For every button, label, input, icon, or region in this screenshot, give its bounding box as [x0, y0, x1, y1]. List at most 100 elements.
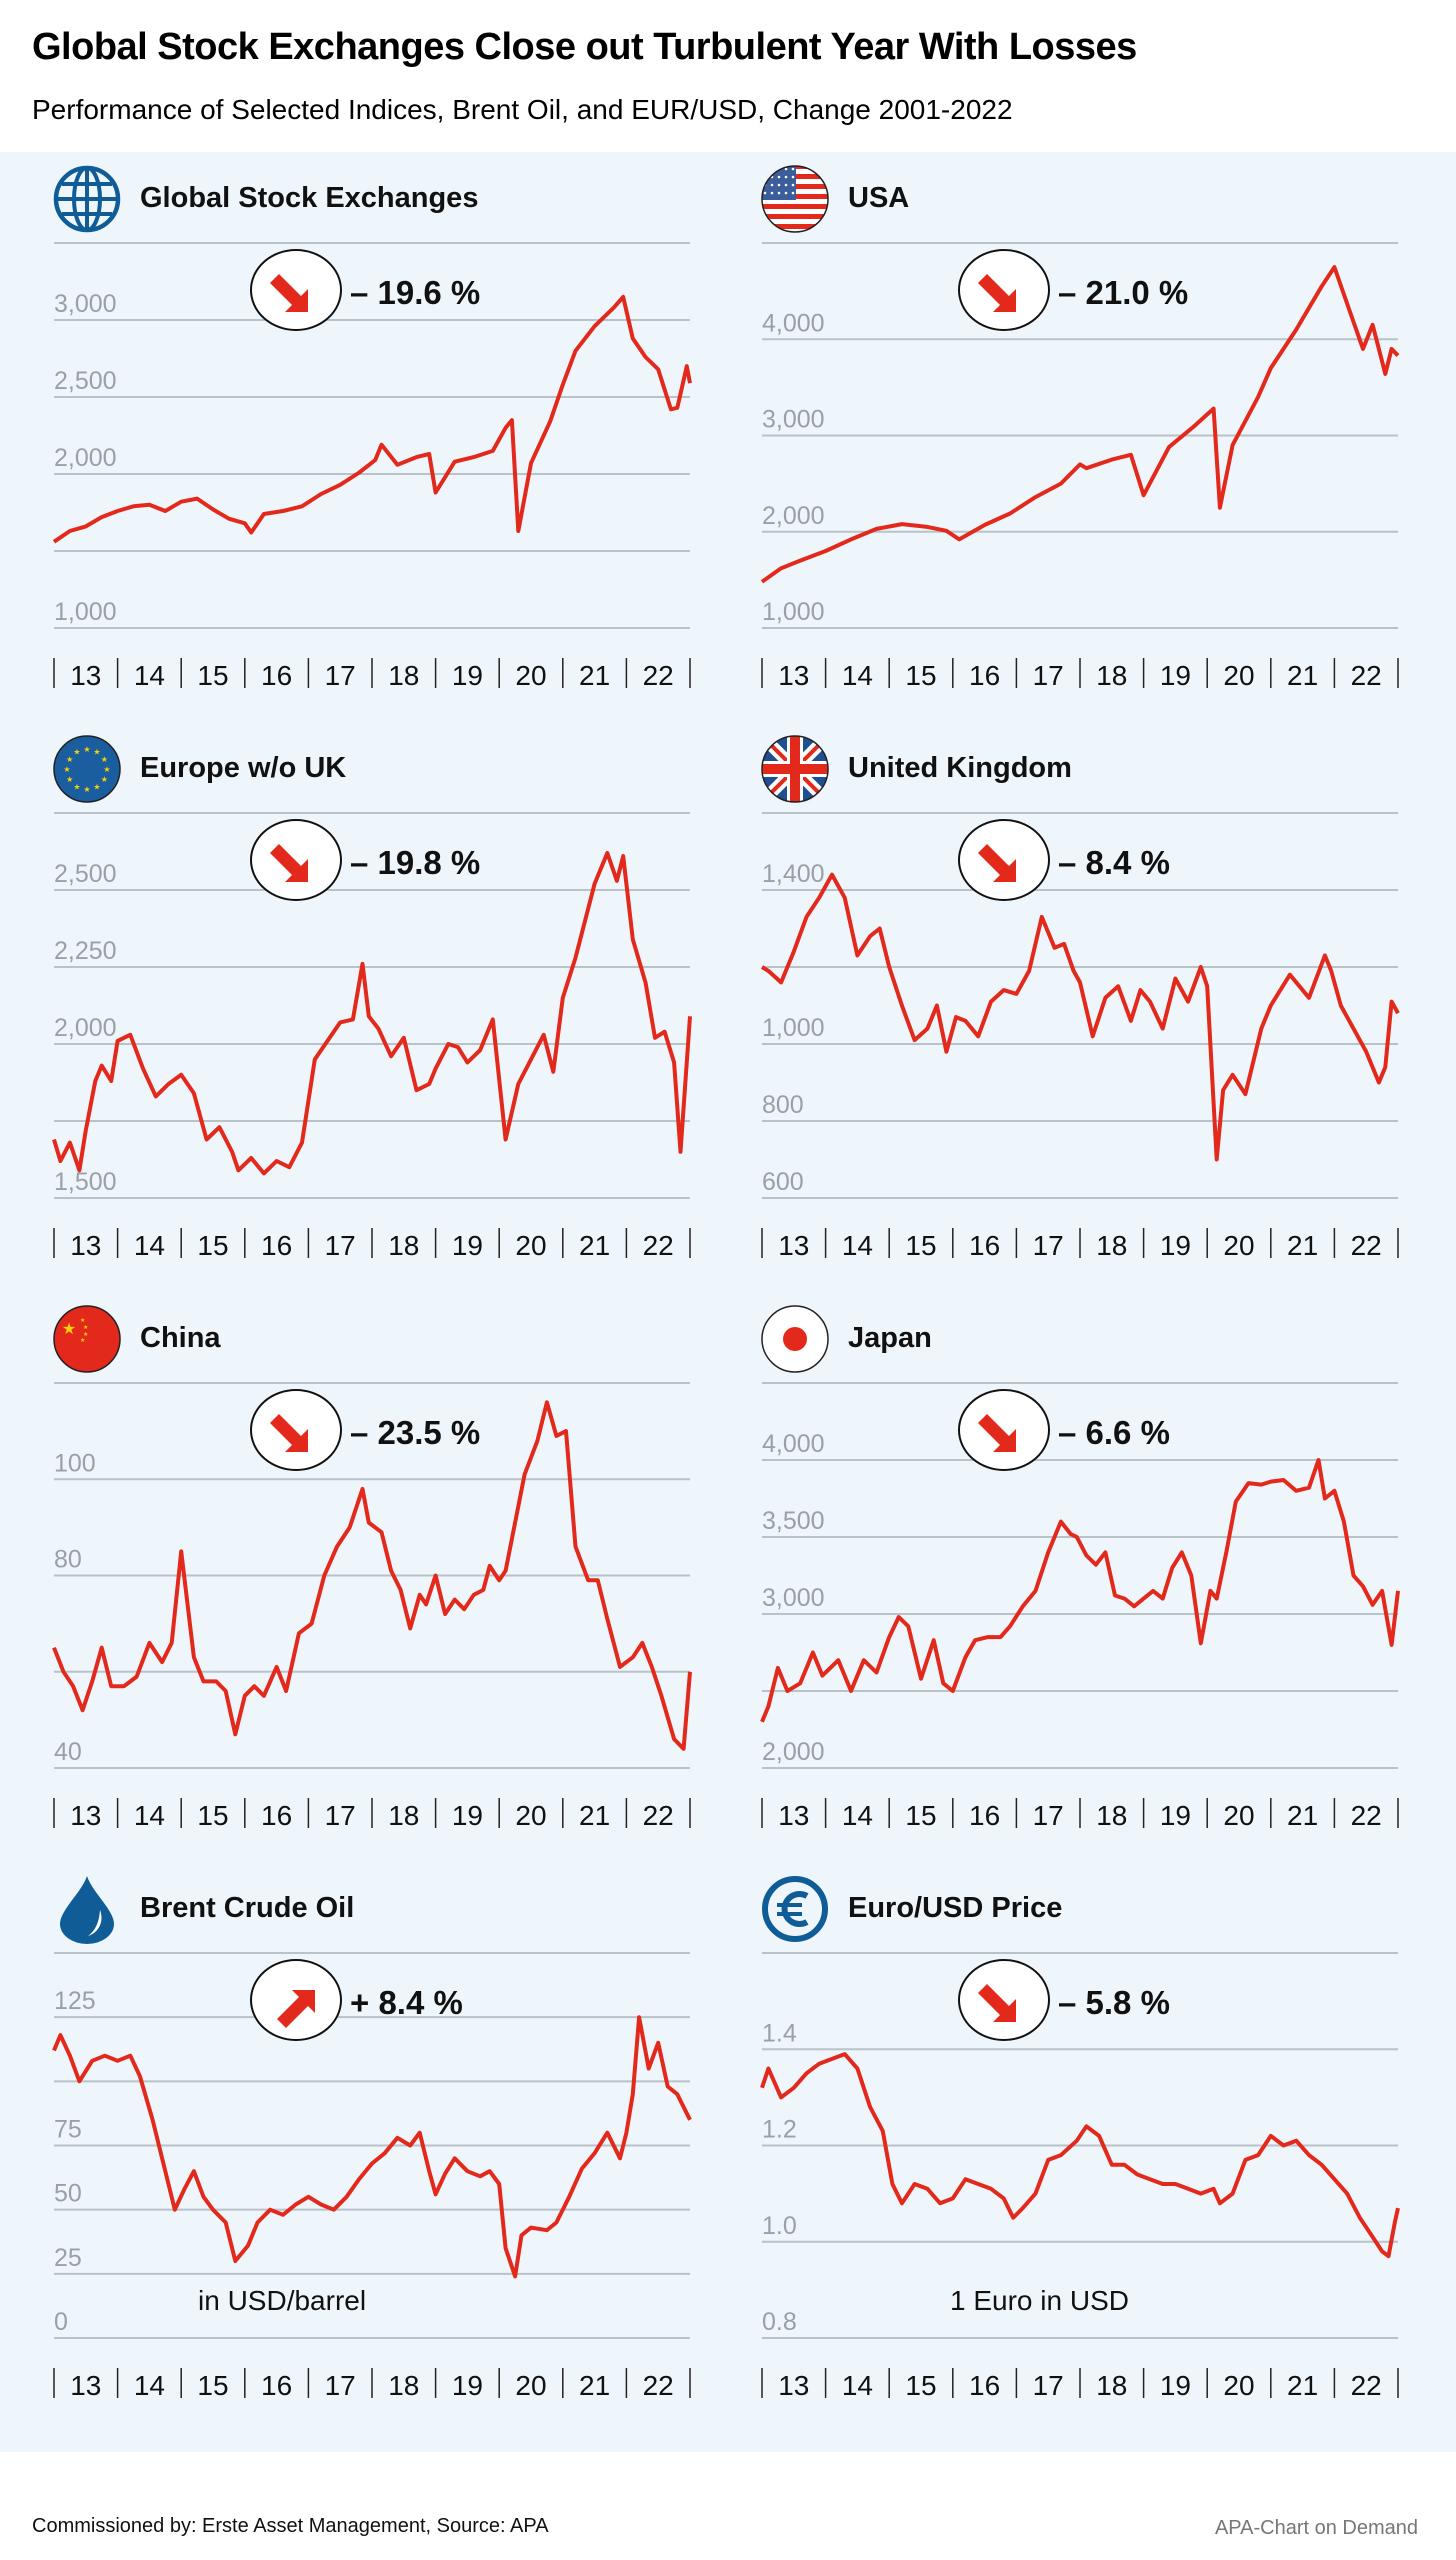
- line-chart: 1,000 2,000 2,500 3,000 13 14 15 16 17 18 19 20 21 22: [52, 242, 692, 691]
- svg-text:★: ★: [62, 1321, 76, 1338]
- y-tick-label: 2,000: [762, 1738, 825, 1766]
- eu-flag-icon: ★ ★ ★ ★ ★ ★ ★ ★ ★ ★ ★ ★: [52, 734, 122, 804]
- y-tick-label: 2,000: [54, 1014, 117, 1042]
- svg-text:★: ★: [101, 755, 108, 764]
- chart-panel-global: Global Stock Exchanges 1,000 2,000 2,500 3,0…: [30, 152, 730, 722]
- y-tick-label: 1,000: [762, 598, 825, 626]
- y-tick-label: 3,000: [762, 1584, 825, 1612]
- change-percent: – 5.8 %: [1058, 1984, 1170, 2021]
- x-tick-label: 17: [1033, 1800, 1064, 1831]
- y-tick-label: 4,000: [762, 1430, 825, 1458]
- x-tick-label: 15: [197, 1800, 228, 1831]
- x-tick-label: 22: [643, 1800, 674, 1831]
- x-tick-label: 19: [1160, 1800, 1191, 1831]
- x-tick-label: 16: [969, 2370, 1000, 2401]
- svg-text:★: ★: [103, 765, 110, 774]
- y-tick-label: 2,500: [54, 367, 117, 395]
- x-tick-label: 15: [905, 1800, 936, 1831]
- chart-title: USA: [848, 182, 910, 214]
- x-tick-label: 15: [905, 660, 936, 691]
- chart-title: Europe w/o UK: [140, 752, 347, 784]
- series-line-usa: [760, 265, 1400, 584]
- x-tick-label: 18: [388, 660, 419, 691]
- x-tick-label: 22: [1351, 1800, 1382, 1831]
- x-tick-label: 14: [134, 660, 165, 691]
- line-chart: 1,000 2,000 3,000 4,000 13 14 15 16 17 18 19 20 21 22: [760, 242, 1400, 691]
- y-tick-label: 80: [54, 1546, 82, 1574]
- chart-panel-brent: Brent Crude Oil 0 25 50 75 125 13 14 15 16 17 18 19 2…: [30, 1862, 730, 2432]
- change-percent: – 21.0 %: [1058, 274, 1189, 311]
- uk-flag-icon: [760, 734, 830, 804]
- chart-title: Euro/USD Price: [848, 1892, 1063, 1924]
- change-percent: – 23.5 %: [350, 1414, 481, 1451]
- chart-title: Brent Crude Oil: [140, 1892, 355, 1924]
- svg-text:★: ★: [63, 765, 70, 774]
- x-tick-label: 21: [1287, 2370, 1318, 2401]
- arrow-down-right-icon: [954, 818, 1058, 902]
- x-tick-label: 15: [905, 1230, 936, 1261]
- y-tick-label: 1,400: [762, 860, 825, 888]
- y-tick-label: 4,000: [762, 309, 825, 337]
- x-tick-label: 21: [579, 1800, 610, 1831]
- x-tick-label: 18: [1096, 1230, 1127, 1261]
- china-flag-icon: ★ ★ ★ ★ ★: [52, 1304, 122, 1374]
- svg-text:★: ★: [83, 1324, 88, 1331]
- credit-note: APA-Chart on Demand: [1214, 2517, 1418, 2539]
- x-tick-label: 18: [1096, 1800, 1127, 1831]
- svg-text:★: ★: [83, 745, 90, 754]
- globe-icon: [52, 164, 122, 234]
- x-tick-label: 19: [1160, 660, 1191, 691]
- arrow-down-right-icon: [246, 818, 350, 902]
- y-tick-label: 75: [54, 2116, 82, 2144]
- y-tick-label: 3,500: [762, 1507, 825, 1535]
- x-tick-label: 20: [515, 2370, 546, 2401]
- svg-text:★: ★: [80, 1317, 85, 1324]
- page-subtitle: Performance of Selected Indices, Brent O…: [32, 94, 1013, 125]
- y-tick-label: 100: [54, 1449, 96, 1477]
- x-tick-label: 17: [1033, 2370, 1064, 2401]
- x-tick-label: 20: [1223, 2370, 1254, 2401]
- x-tick-label: 20: [515, 1800, 546, 1831]
- x-tick-label: 15: [197, 2370, 228, 2401]
- x-tick-label: 18: [388, 1230, 419, 1261]
- x-tick-label: 13: [778, 1800, 809, 1831]
- x-tick-label: 17: [1033, 1230, 1064, 1261]
- chart-panel-china: ★ ★ ★ ★ ★ China 40 80 100 13 14 15 16 17 18 19 20 21 22– 2…: [30, 1292, 730, 1862]
- x-tick-label: 14: [842, 1230, 873, 1261]
- source-note: Commissioned by: Erste Asset Management,…: [32, 2515, 549, 2537]
- chart-title: China: [140, 1322, 221, 1354]
- x-tick-label: 13: [70, 1800, 101, 1831]
- x-tick-label: 13: [778, 660, 809, 691]
- line-chart: 40 80 100 13 14 15 16 17 18 19 20 21 22: [52, 1382, 692, 1831]
- arrow-down-right-icon: [954, 1388, 1058, 1472]
- x-tick-label: 17: [325, 660, 356, 691]
- svg-text:★: ★: [93, 748, 100, 757]
- series-line-japan: [760, 1458, 1400, 1723]
- y-tick-label: 2,000: [762, 502, 825, 530]
- x-tick-label: 21: [579, 1230, 610, 1261]
- x-tick-label: 19: [452, 1230, 483, 1261]
- change-percent: – 6.6 %: [1058, 1414, 1170, 1451]
- chart-title: Global Stock Exchanges: [140, 182, 479, 214]
- x-tick-label: 13: [70, 2370, 101, 2401]
- svg-text:★: ★: [66, 775, 73, 784]
- x-tick-label: 14: [134, 2370, 165, 2401]
- y-tick-label: 2,000: [54, 444, 117, 472]
- x-tick-label: 17: [325, 1230, 356, 1261]
- y-tick-label: 3,000: [54, 290, 117, 318]
- chart-panel-japan: Japan 2,000 3,000 3,500 4,000 13 14 15 16 17 18 19 2…: [738, 1292, 1438, 1862]
- line-chart: 0 25 50 75 125 13 14 15 16 17 18 19 20 21 22: [52, 1952, 692, 2401]
- x-tick-label: 13: [778, 2370, 809, 2401]
- page-title: Global Stock Exchanges Close out Turbule…: [32, 26, 1137, 68]
- chart-panel-usa: USA 1,000 2,000 3,000 4,000 13 14 15 16 17 18 19 20 2…: [738, 152, 1438, 722]
- x-tick-label: 20: [1223, 1800, 1254, 1831]
- y-tick-label: 600: [762, 1168, 804, 1196]
- chart-panel-eurusd: Euro/USD Price 0.8 1.0 1.2 1.4 13 14 15 16 17 18 19…: [738, 1862, 1438, 2432]
- x-tick-label: 21: [579, 2370, 610, 2401]
- x-tick-label: 14: [842, 660, 873, 691]
- x-tick-label: 13: [778, 1230, 809, 1261]
- y-tick-label: 0: [54, 2308, 68, 2336]
- svg-text:★: ★: [93, 782, 100, 791]
- x-tick-label: 19: [452, 1800, 483, 1831]
- y-tick-label: 125: [54, 1987, 96, 2015]
